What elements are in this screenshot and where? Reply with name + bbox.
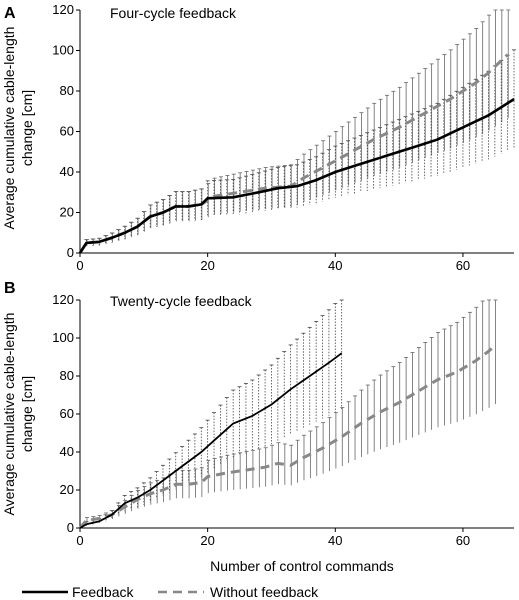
panel-a-error-bars <box>84 9 516 247</box>
panel-a-letter: A <box>4 5 16 22</box>
panel-a-x-tick-label: 40 <box>328 258 342 273</box>
panel-a-x-tick-label: 60 <box>456 258 470 273</box>
panel-a-ylabel-line1: Average cumulative cable-length <box>1 27 17 230</box>
panel-b-title: Twenty-cycle feedback <box>110 293 253 309</box>
panel-a-axes: 0 20 40 60 80 100 120 0 20 40 60 <box>52 2 514 273</box>
panel-b-axes: 0 20 40 60 80 100 120 0 20 40 60 <box>52 292 514 548</box>
panel-a-y-tick-label: 120 <box>52 2 74 17</box>
x-axis-label: Number of control commands <box>210 558 394 574</box>
panel-b-ylabel-line2: change [cm] <box>19 376 35 452</box>
panel-b-x-tick-label: 0 <box>76 533 83 548</box>
panel-a-y-tick-label: 60 <box>60 124 74 139</box>
panel-a-x-tick-label: 0 <box>76 258 83 273</box>
panel-b-y-tick-label: 120 <box>52 292 74 307</box>
panel-b-line-feedback <box>79 352 343 529</box>
panel-a-x-tick-label: 20 <box>200 258 214 273</box>
panel-a-ylabel-line2: change [cm] <box>19 90 35 166</box>
panel-b-y-tick-label: 40 <box>60 444 74 459</box>
legend-label-without-feedback: Without feedback <box>210 584 319 600</box>
panel-b-x-tick-label: 40 <box>328 533 342 548</box>
panel-b-y-tick-label: 0 <box>67 520 74 535</box>
panel-a-y-tick-label: 100 <box>52 43 74 58</box>
panel-b-x-tick-label: 60 <box>456 533 470 548</box>
panel-b-x-tick-label: 20 <box>200 533 214 548</box>
panel-a-title: Four-cycle feedback <box>110 5 237 21</box>
panel-a-y-tick-label: 20 <box>60 205 74 220</box>
panel-b-chart: B Twenty-cycle feedback Average cumulati… <box>1 280 514 548</box>
panel-b-y-tick-label: 20 <box>60 482 74 497</box>
panel-b-y-tick-label: 60 <box>60 406 74 421</box>
panel-a-chart: A Four-cycle feedback Average cumulative… <box>1 2 516 273</box>
panel-a-y-tick-label: 80 <box>60 83 74 98</box>
panel-b-line-without-feedback <box>78 344 496 529</box>
panel-a-series <box>78 53 515 254</box>
panel-a-y-tick-label: 0 <box>67 245 74 260</box>
panel-a-line-feedback <box>78 98 515 254</box>
panel-b-letter: B <box>4 280 16 297</box>
panel-b-series <box>78 344 496 529</box>
panel-b-y-tick-label: 100 <box>52 330 74 345</box>
panel-b-y-tick-label: 80 <box>60 368 74 383</box>
panel-b-ylabel-line1: Average cumulative cable-length <box>1 313 17 516</box>
legend: Feedback Without feedback <box>22 584 319 600</box>
panel-a-y-tick-label: 40 <box>60 164 74 179</box>
legend-label-feedback: Feedback <box>72 584 134 600</box>
